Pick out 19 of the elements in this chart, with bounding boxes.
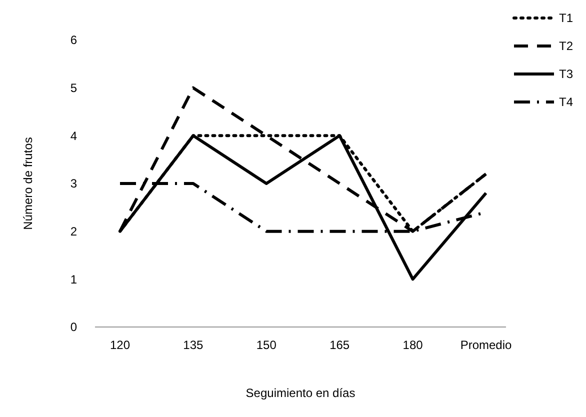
x-tick-label: 150: [256, 338, 277, 352]
y-tick-label: 0: [70, 320, 78, 334]
y-tick-label: 1: [70, 272, 78, 286]
x-tick-label: 120: [110, 338, 130, 352]
legend-label: T1: [559, 11, 574, 26]
y-tick-label: 6: [70, 33, 78, 48]
legend-label: T4: [559, 95, 574, 110]
legend-label: T2: [559, 39, 574, 54]
x-tick-label: 135: [183, 338, 204, 352]
x-tick-label: 180: [402, 338, 424, 352]
x-tick-label: Promedio: [460, 338, 512, 352]
x-tick-label: 165: [330, 338, 350, 352]
y-axis-title: Número de frutos: [21, 137, 35, 230]
y-tick-label: 2: [70, 224, 78, 239]
y-tick-label: 3: [70, 176, 78, 191]
x-axis-title: Seguimiento en días: [246, 386, 356, 400]
y-tick-label: 4: [70, 128, 78, 143]
y-tick-label: 5: [70, 81, 78, 96]
legend-label: T3: [559, 67, 574, 82]
